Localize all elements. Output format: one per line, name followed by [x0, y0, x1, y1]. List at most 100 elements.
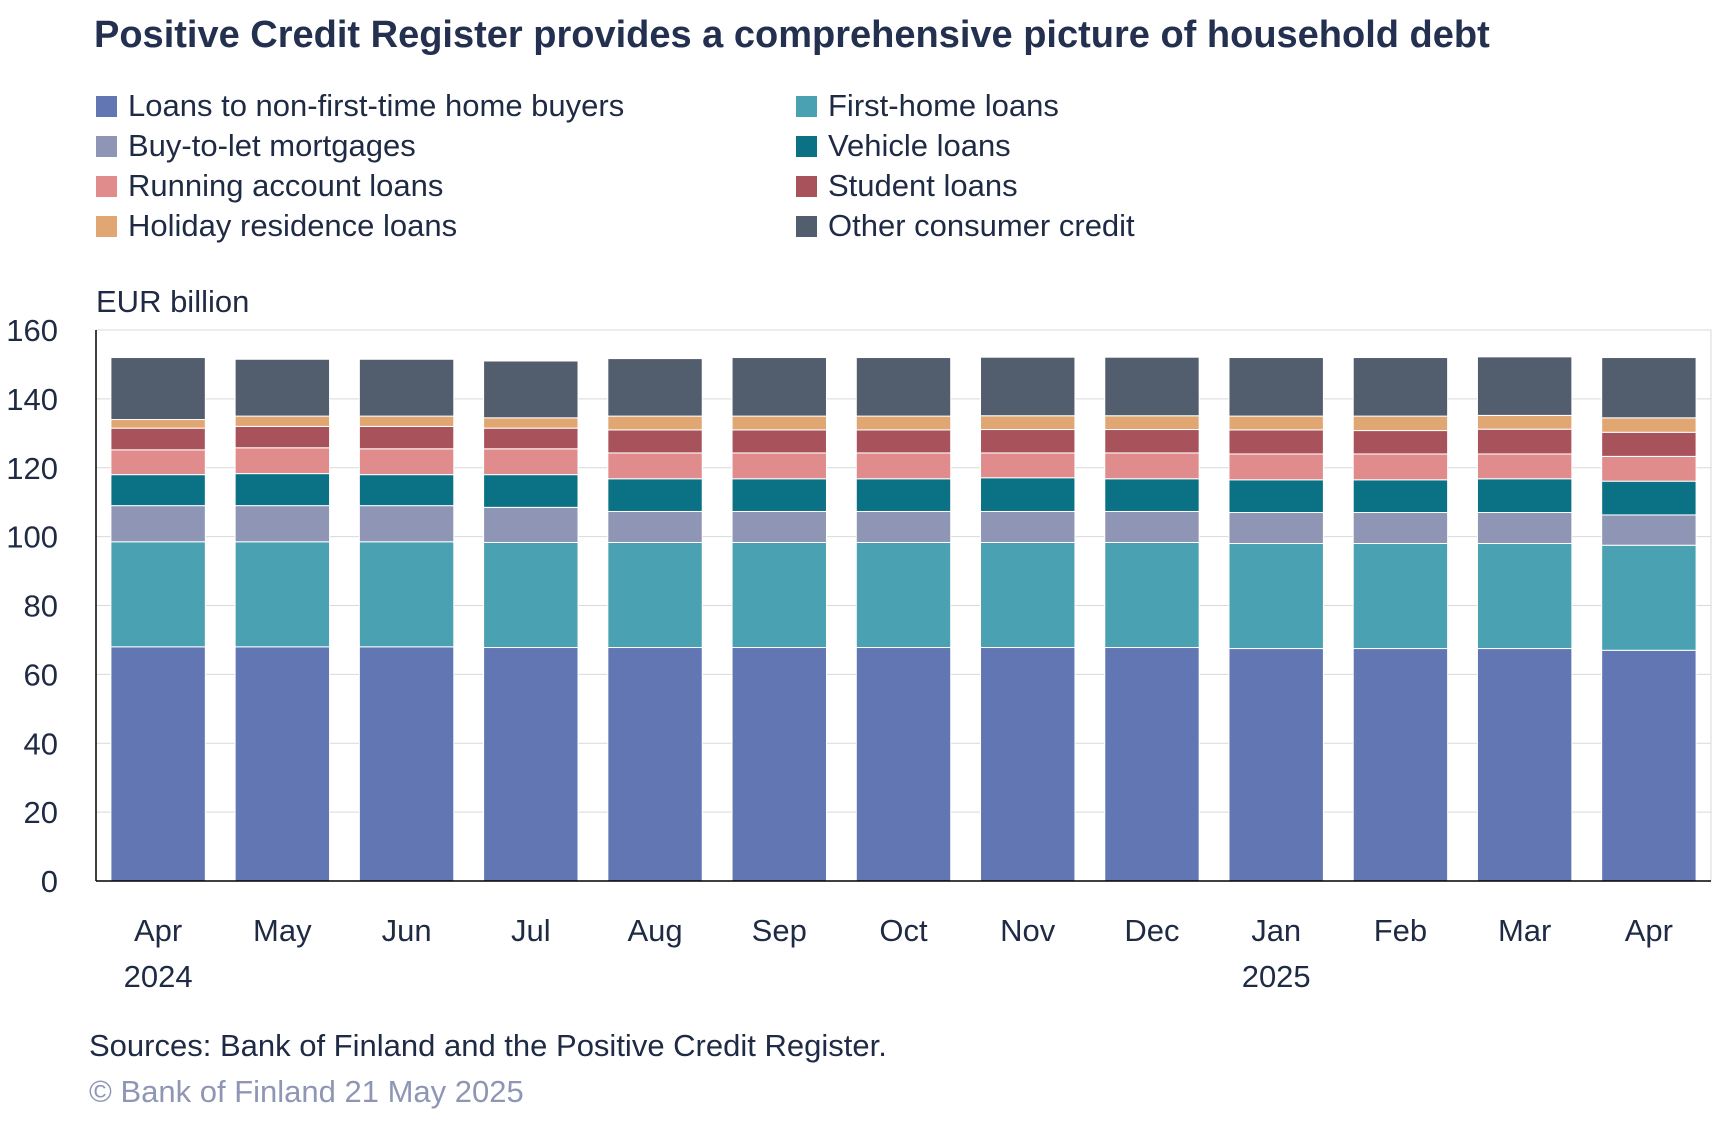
bar-segment [1601, 455, 1697, 482]
bar-segment [110, 449, 206, 476]
legend-swatch [796, 135, 817, 157]
bar-segment [607, 478, 703, 512]
legend-label: Buy-to-let mortgages [128, 128, 416, 163]
legend-label: Vehicle loans [828, 128, 1011, 163]
legend-swatch [96, 95, 117, 117]
bar-segment [234, 425, 331, 449]
bar-segment [1228, 479, 1324, 514]
bar-segment [855, 357, 952, 417]
legend-item: Other consumer credit [796, 208, 1135, 244]
bar-segment [110, 505, 206, 543]
bar-segment [358, 425, 455, 450]
bar-segment [1476, 453, 1573, 480]
legend-label: Loans to non-first-time home buyers [128, 88, 625, 123]
bar-segment [855, 429, 952, 454]
bar-segment [234, 541, 331, 648]
bar-segment [110, 541, 206, 648]
x-tick-label: Apr [134, 913, 182, 948]
bar-segment [1476, 648, 1573, 882]
x-tick-year-label: 2024 [124, 959, 193, 994]
bar-segment [1228, 512, 1324, 545]
legend-swatch [96, 215, 117, 237]
bar-segment [1476, 414, 1573, 430]
x-tick-year-label: 2025 [1242, 959, 1311, 994]
bar-segment [358, 474, 455, 507]
bar-segment [358, 358, 455, 417]
y-tick-label: 60 [24, 657, 58, 692]
bar-segment [1601, 514, 1697, 546]
bar-segment [483, 506, 579, 543]
bar-segment [731, 647, 827, 882]
bar-segment [1476, 543, 1573, 650]
bar-segment [483, 417, 579, 429]
y-tick-label: 20 [24, 795, 58, 830]
bar-segment [110, 474, 206, 507]
bar-segment [731, 357, 827, 417]
bar-segment [607, 358, 703, 417]
bar-segment [980, 647, 1076, 882]
bar-segment [1228, 543, 1324, 650]
y-tick-label: 0 [41, 864, 58, 899]
x-tick-label: Dec [1124, 913, 1179, 948]
legend-swatch [796, 175, 817, 197]
legend-item: Buy-to-let mortgages [96, 128, 416, 164]
legend-label: Holiday residence loans [128, 208, 458, 243]
bar-segment [1228, 453, 1324, 481]
legend-item: Vehicle loans [796, 128, 1011, 164]
bar-segment [731, 510, 827, 543]
bar-segment [607, 510, 703, 543]
y-tick-label: 100 [6, 520, 58, 555]
bar-segment [483, 474, 579, 508]
bar-segment [1352, 543, 1449, 650]
legend-label: Other consumer credit [828, 208, 1135, 243]
bar-segment [1476, 478, 1573, 514]
bar-segment [1352, 415, 1449, 432]
bar-segment [1228, 648, 1324, 882]
bar-segment [1352, 512, 1449, 545]
bar-segment [980, 477, 1076, 512]
x-tick-label: Feb [1374, 913, 1427, 948]
bar-segment [1104, 647, 1200, 882]
copyright-note: © Bank of Finland 21 May 2025 [89, 1074, 524, 1109]
bar-segment [607, 415, 703, 431]
bar-segment [980, 510, 1076, 543]
legend-label: Running account loans [128, 168, 444, 203]
bar-segment [1352, 453, 1449, 481]
bar-segment [607, 452, 703, 480]
legend-swatch [796, 215, 817, 237]
bar-segment [980, 356, 1076, 417]
bar-segment [1601, 649, 1697, 882]
bar-segment [731, 478, 827, 512]
x-tick-label: Jun [382, 913, 432, 948]
bar-segment [234, 358, 331, 417]
bar-segment [234, 415, 331, 427]
bar-segment [855, 478, 952, 512]
x-tick-label: Jan [1251, 913, 1301, 948]
legend-item: Loans to non-first-time home buyers [96, 88, 624, 124]
bar-segment [483, 541, 579, 649]
bar-segment [358, 448, 455, 476]
bar-segment [234, 646, 331, 882]
bar-segment [1601, 544, 1697, 651]
bar-segment [731, 452, 827, 480]
legend-item: Holiday residence loans [96, 208, 457, 244]
bar-segment [483, 360, 579, 419]
bar-segment [1104, 429, 1200, 454]
sources-note: Sources: Bank of Finland and the Positiv… [89, 1028, 887, 1063]
bar-segment [234, 505, 331, 543]
x-tick-label: May [253, 913, 312, 948]
bar-segment [1352, 357, 1449, 417]
bar-segment [1601, 431, 1697, 457]
bar-segment [1228, 415, 1324, 431]
bar-segment [110, 427, 206, 451]
bar-segment [110, 357, 206, 421]
x-tick-label: Apr [1625, 913, 1673, 948]
bar-segment [855, 510, 952, 543]
x-tick-label: Jul [511, 913, 551, 948]
bar-segment [607, 429, 703, 454]
bar-segment [358, 646, 455, 882]
bar-segment [980, 452, 1076, 479]
bar-segment [110, 646, 206, 882]
x-tick-label: Mar [1498, 913, 1551, 948]
bar-segment [1476, 356, 1573, 416]
